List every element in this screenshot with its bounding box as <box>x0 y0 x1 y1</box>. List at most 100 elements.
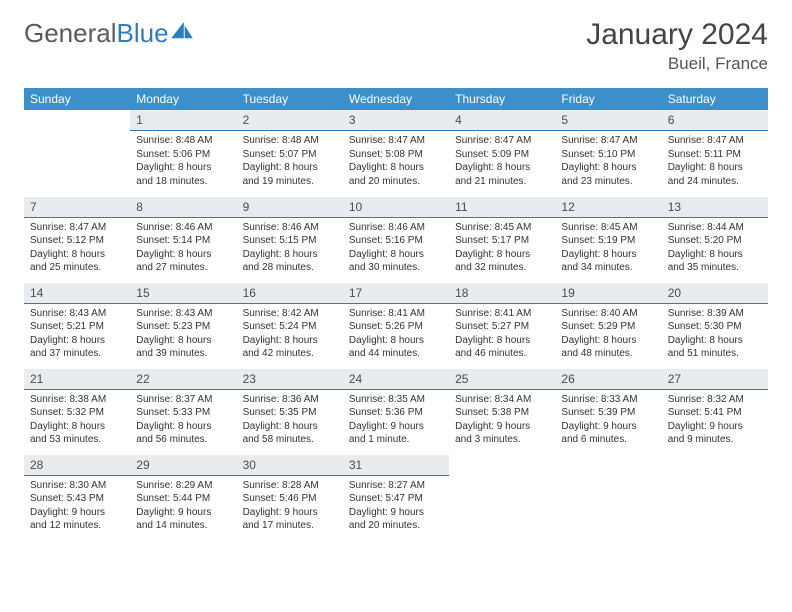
calendar-table: Sunday Monday Tuesday Wednesday Thursday… <box>24 88 768 541</box>
day-cell: 5Sunrise: 8:47 AMSunset: 5:10 PMDaylight… <box>555 110 661 196</box>
day-cell: 4Sunrise: 8:47 AMSunset: 5:09 PMDaylight… <box>449 110 555 196</box>
day-number: 25 <box>449 369 555 390</box>
day-number: 21 <box>24 369 130 390</box>
day-number: 16 <box>237 283 343 304</box>
day-details: Sunrise: 8:28 AMSunset: 5:46 PMDaylight:… <box>237 476 343 537</box>
day-number: 15 <box>130 283 236 304</box>
day-cell: 15Sunrise: 8:43 AMSunset: 5:23 PMDayligh… <box>130 282 236 368</box>
day-details: Sunrise: 8:46 AMSunset: 5:15 PMDaylight:… <box>237 218 343 279</box>
header: General Blue January 2024 Bueil, France <box>24 18 768 74</box>
title-block: January 2024 Bueil, France <box>586 18 768 74</box>
day-number: 11 <box>449 197 555 218</box>
dayheader-sunday: Sunday <box>24 88 130 110</box>
day-cell: 23Sunrise: 8:36 AMSunset: 5:35 PMDayligh… <box>237 368 343 454</box>
calendar-body: 1Sunrise: 8:48 AMSunset: 5:06 PMDaylight… <box>24 110 768 540</box>
day-details: Sunrise: 8:46 AMSunset: 5:14 PMDaylight:… <box>130 218 236 279</box>
dayheader-monday: Monday <box>130 88 236 110</box>
day-cell <box>662 454 768 540</box>
day-details: Sunrise: 8:32 AMSunset: 5:41 PMDaylight:… <box>662 390 768 451</box>
day-cell: 13Sunrise: 8:44 AMSunset: 5:20 PMDayligh… <box>662 196 768 282</box>
day-details: Sunrise: 8:42 AMSunset: 5:24 PMDaylight:… <box>237 304 343 365</box>
brand-logo: General Blue <box>24 18 193 49</box>
dayheader-tuesday: Tuesday <box>237 88 343 110</box>
week-row: 7Sunrise: 8:47 AMSunset: 5:12 PMDaylight… <box>24 196 768 282</box>
day-details: Sunrise: 8:30 AMSunset: 5:43 PMDaylight:… <box>24 476 130 537</box>
day-number: 17 <box>343 283 449 304</box>
day-details: Sunrise: 8:46 AMSunset: 5:16 PMDaylight:… <box>343 218 449 279</box>
day-cell <box>449 454 555 540</box>
day-number: 19 <box>555 283 661 304</box>
day-details: Sunrise: 8:47 AMSunset: 5:09 PMDaylight:… <box>449 131 555 192</box>
day-details: Sunrise: 8:35 AMSunset: 5:36 PMDaylight:… <box>343 390 449 451</box>
week-row: 28Sunrise: 8:30 AMSunset: 5:43 PMDayligh… <box>24 454 768 540</box>
day-details: Sunrise: 8:43 AMSunset: 5:23 PMDaylight:… <box>130 304 236 365</box>
day-cell: 25Sunrise: 8:34 AMSunset: 5:38 PMDayligh… <box>449 368 555 454</box>
brand-word2: Blue <box>117 18 169 49</box>
dayheader-friday: Friday <box>555 88 661 110</box>
day-number: 8 <box>130 197 236 218</box>
day-cell: 3Sunrise: 8:47 AMSunset: 5:08 PMDaylight… <box>343 110 449 196</box>
dayheader-wednesday: Wednesday <box>343 88 449 110</box>
day-cell <box>555 454 661 540</box>
day-cell: 21Sunrise: 8:38 AMSunset: 5:32 PMDayligh… <box>24 368 130 454</box>
day-number: 5 <box>555 110 661 131</box>
day-details: Sunrise: 8:40 AMSunset: 5:29 PMDaylight:… <box>555 304 661 365</box>
day-details: Sunrise: 8:48 AMSunset: 5:07 PMDaylight:… <box>237 131 343 192</box>
day-number: 20 <box>662 283 768 304</box>
day-details: Sunrise: 8:47 AMSunset: 5:08 PMDaylight:… <box>343 131 449 192</box>
day-cell: 22Sunrise: 8:37 AMSunset: 5:33 PMDayligh… <box>130 368 236 454</box>
day-cell: 10Sunrise: 8:46 AMSunset: 5:16 PMDayligh… <box>343 196 449 282</box>
day-cell: 1Sunrise: 8:48 AMSunset: 5:06 PMDaylight… <box>130 110 236 196</box>
day-number: 31 <box>343 455 449 476</box>
day-number <box>449 455 555 473</box>
day-cell: 18Sunrise: 8:41 AMSunset: 5:27 PMDayligh… <box>449 282 555 368</box>
day-cell: 7Sunrise: 8:47 AMSunset: 5:12 PMDaylight… <box>24 196 130 282</box>
day-cell: 8Sunrise: 8:46 AMSunset: 5:14 PMDaylight… <box>130 196 236 282</box>
day-details: Sunrise: 8:45 AMSunset: 5:17 PMDaylight:… <box>449 218 555 279</box>
day-cell <box>24 110 130 196</box>
day-number: 1 <box>130 110 236 131</box>
day-cell: 20Sunrise: 8:39 AMSunset: 5:30 PMDayligh… <box>662 282 768 368</box>
dayheader-row: Sunday Monday Tuesday Wednesday Thursday… <box>24 88 768 110</box>
day-details: Sunrise: 8:45 AMSunset: 5:19 PMDaylight:… <box>555 218 661 279</box>
day-details: Sunrise: 8:47 AMSunset: 5:10 PMDaylight:… <box>555 131 661 192</box>
day-number: 7 <box>24 197 130 218</box>
day-details: Sunrise: 8:41 AMSunset: 5:27 PMDaylight:… <box>449 304 555 365</box>
day-cell: 11Sunrise: 8:45 AMSunset: 5:17 PMDayligh… <box>449 196 555 282</box>
day-details: Sunrise: 8:39 AMSunset: 5:30 PMDaylight:… <box>662 304 768 365</box>
week-row: 1Sunrise: 8:48 AMSunset: 5:06 PMDaylight… <box>24 110 768 196</box>
month-title: January 2024 <box>586 18 768 52</box>
day-cell: 30Sunrise: 8:28 AMSunset: 5:46 PMDayligh… <box>237 454 343 540</box>
day-number <box>555 455 661 473</box>
day-details: Sunrise: 8:34 AMSunset: 5:38 PMDaylight:… <box>449 390 555 451</box>
day-cell: 16Sunrise: 8:42 AMSunset: 5:24 PMDayligh… <box>237 282 343 368</box>
brand-sail-icon <box>171 22 193 40</box>
day-cell: 2Sunrise: 8:48 AMSunset: 5:07 PMDaylight… <box>237 110 343 196</box>
day-number: 26 <box>555 369 661 390</box>
day-number: 3 <box>343 110 449 131</box>
day-number: 6 <box>662 110 768 131</box>
day-cell: 12Sunrise: 8:45 AMSunset: 5:19 PMDayligh… <box>555 196 661 282</box>
day-details: Sunrise: 8:29 AMSunset: 5:44 PMDaylight:… <box>130 476 236 537</box>
day-details: Sunrise: 8:47 AMSunset: 5:11 PMDaylight:… <box>662 131 768 192</box>
day-details: Sunrise: 8:44 AMSunset: 5:20 PMDaylight:… <box>662 218 768 279</box>
day-number: 24 <box>343 369 449 390</box>
day-cell: 17Sunrise: 8:41 AMSunset: 5:26 PMDayligh… <box>343 282 449 368</box>
dayheader-saturday: Saturday <box>662 88 768 110</box>
week-row: 14Sunrise: 8:43 AMSunset: 5:21 PMDayligh… <box>24 282 768 368</box>
day-details: Sunrise: 8:38 AMSunset: 5:32 PMDaylight:… <box>24 390 130 451</box>
day-number: 10 <box>343 197 449 218</box>
day-number: 23 <box>237 369 343 390</box>
day-details: Sunrise: 8:33 AMSunset: 5:39 PMDaylight:… <box>555 390 661 451</box>
day-cell: 9Sunrise: 8:46 AMSunset: 5:15 PMDaylight… <box>237 196 343 282</box>
day-cell: 24Sunrise: 8:35 AMSunset: 5:36 PMDayligh… <box>343 368 449 454</box>
day-number: 2 <box>237 110 343 131</box>
day-cell: 28Sunrise: 8:30 AMSunset: 5:43 PMDayligh… <box>24 454 130 540</box>
day-number: 9 <box>237 197 343 218</box>
day-details: Sunrise: 8:36 AMSunset: 5:35 PMDaylight:… <box>237 390 343 451</box>
day-number: 29 <box>130 455 236 476</box>
day-cell: 6Sunrise: 8:47 AMSunset: 5:11 PMDaylight… <box>662 110 768 196</box>
day-number: 28 <box>24 455 130 476</box>
day-number: 18 <box>449 283 555 304</box>
day-details: Sunrise: 8:47 AMSunset: 5:12 PMDaylight:… <box>24 218 130 279</box>
